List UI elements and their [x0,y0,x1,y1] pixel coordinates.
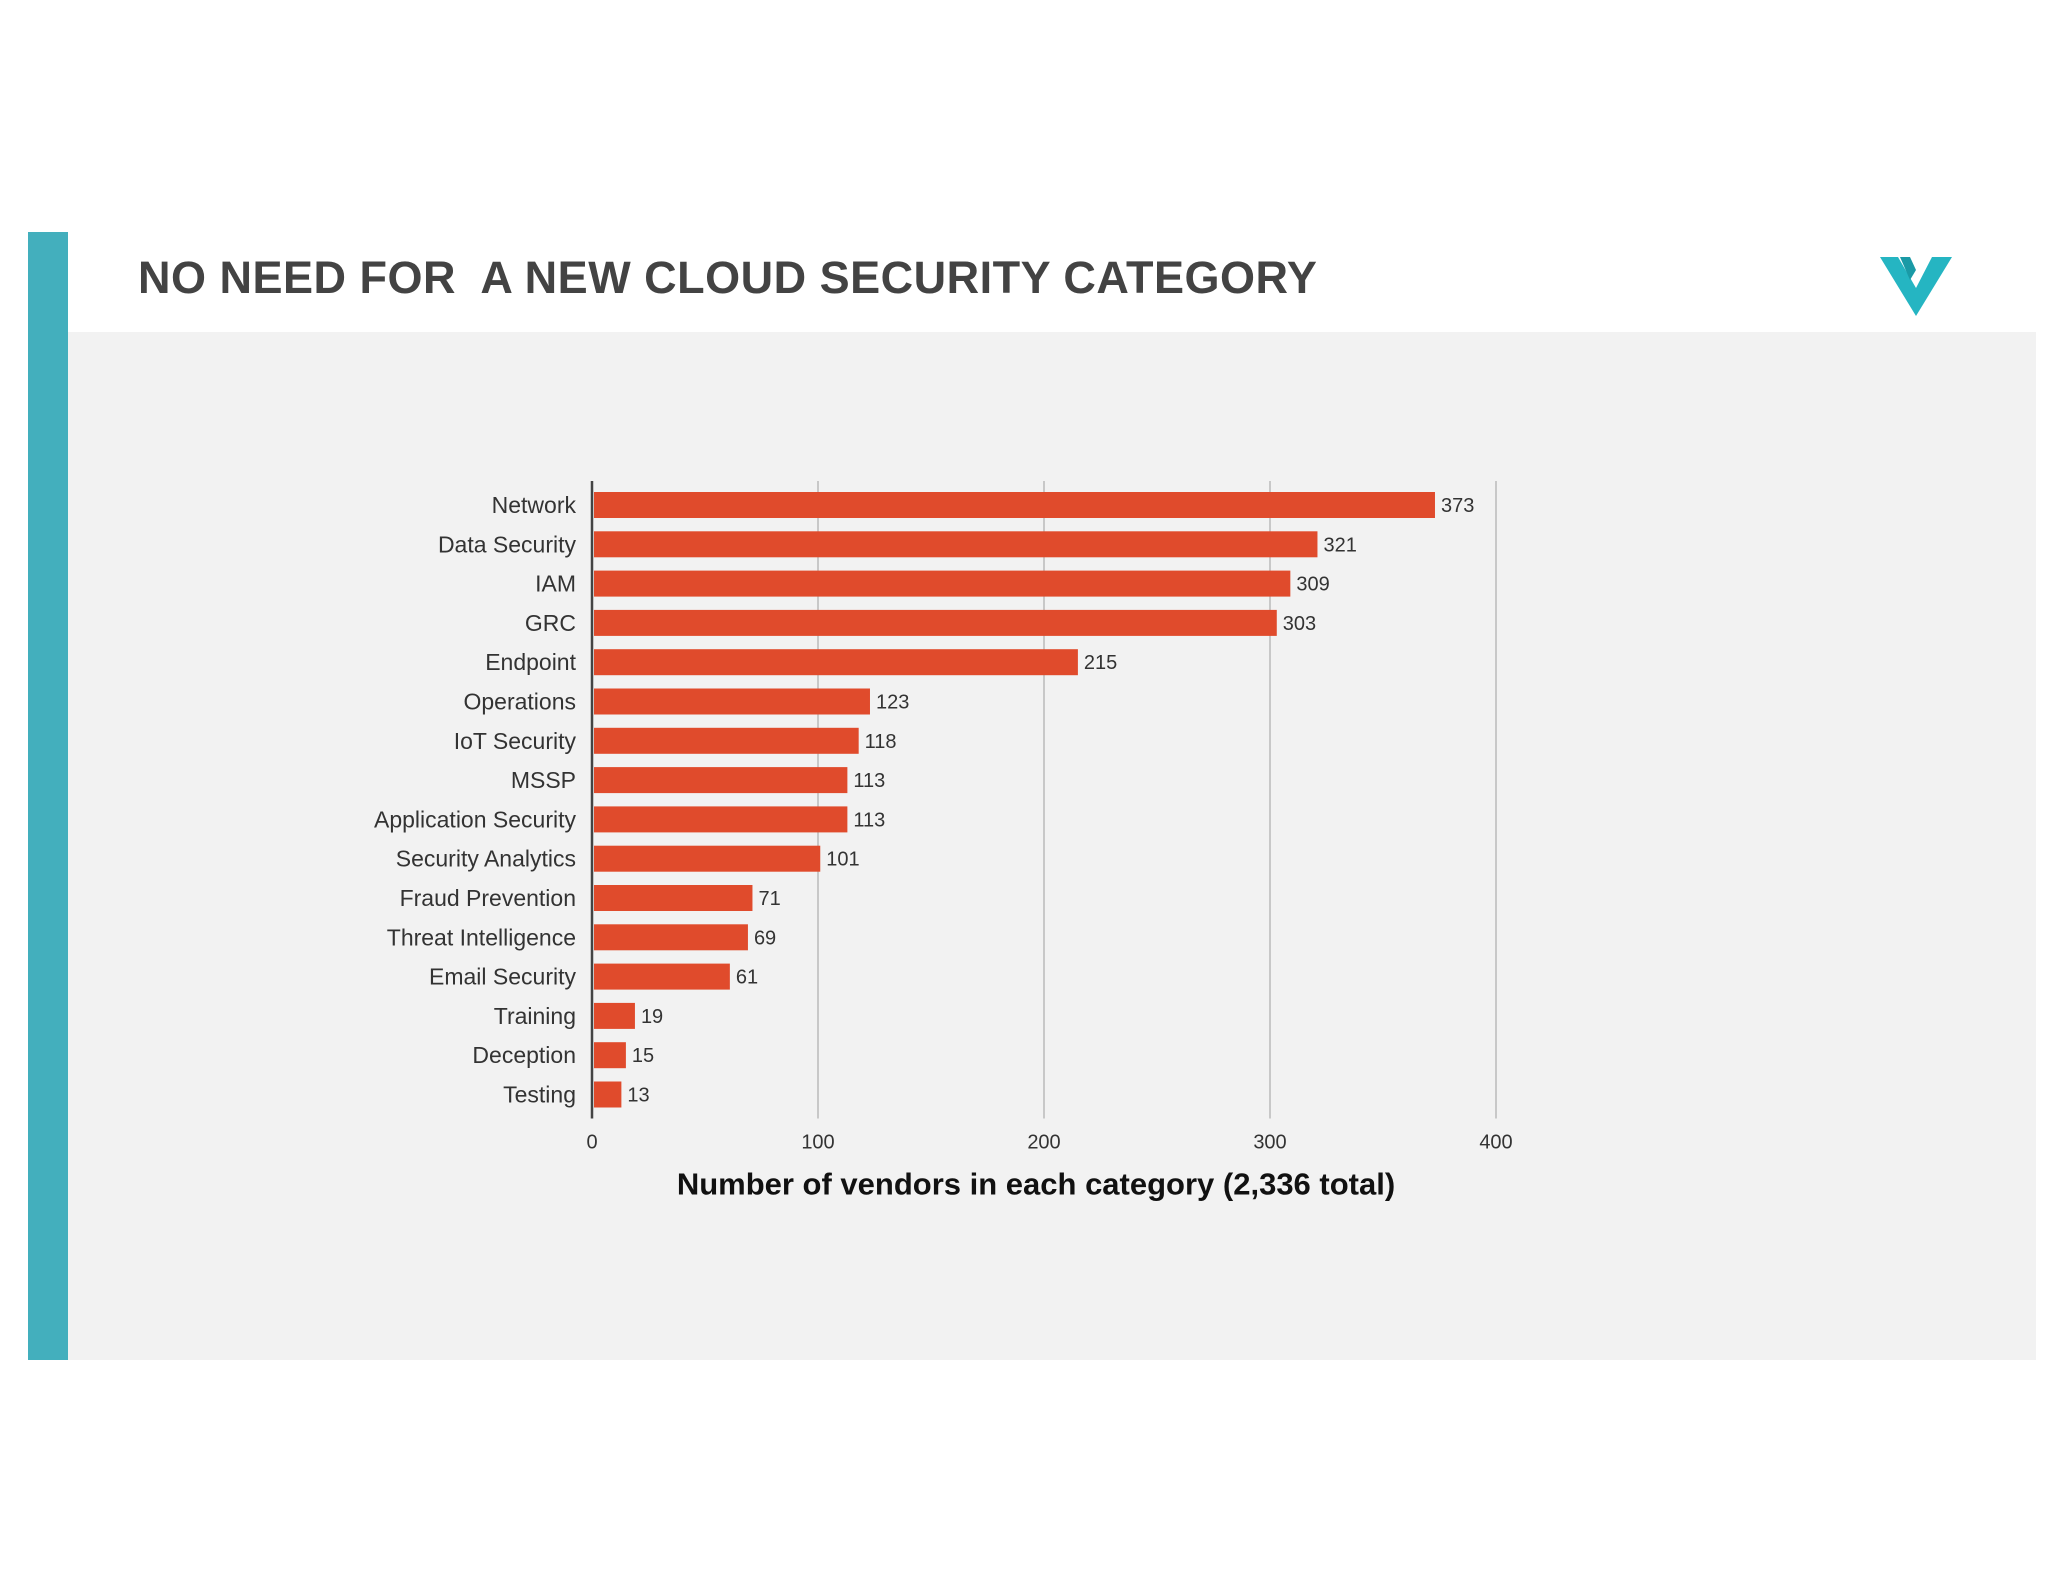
category-label: Training [494,1003,576,1029]
bar [594,806,848,833]
bar [594,1081,622,1108]
bar [594,1002,635,1029]
x-tick-label: 100 [801,1132,834,1154]
v-check-logo-icon [1880,257,1952,316]
bar [594,727,859,754]
category-label: Security Analytics [396,846,576,872]
category-label: Email Security [429,964,576,990]
slide-title: NO NEED FOR A NEW CLOUD SECURITY CATEGOR… [138,252,1318,303]
category-label: Deception [472,1042,576,1068]
bar [594,531,1318,558]
bar [594,845,821,872]
value-label: 113 [853,809,885,831]
bar [594,688,870,715]
value-label: 15 [632,1045,654,1067]
category-label: Operations [463,689,576,715]
value-label: 303 [1283,613,1316,635]
x-tick-label: 400 [1479,1132,1512,1154]
value-label: 19 [641,1006,663,1028]
bar [594,767,848,794]
category-label: GRC [525,610,576,636]
category-label: MSSP [511,767,576,793]
bar [594,649,1078,676]
bar [594,492,1435,518]
x-axis-title: Number of vendors in each category (2,33… [677,1167,1395,1202]
value-label: 13 [627,1085,649,1107]
category-label: Fraud Prevention [400,885,576,911]
bar [594,609,1277,636]
slide-header: NO NEED FOR A NEW CLOUD SECURITY CATEGOR… [68,232,2036,332]
value-label: 101 [826,849,859,871]
tick-layer: 0 100 200 300 400 [586,1132,1512,1154]
value-label: 215 [1084,652,1117,674]
bar [594,963,730,990]
value-label: 373 [1441,495,1474,517]
value-label: 61 [736,967,758,989]
value-label: 123 [876,692,909,714]
bar [594,885,753,911]
value-label: 118 [865,731,897,753]
value-label: 71 [758,888,780,910]
x-tick-label: 300 [1253,1132,1286,1154]
bar [594,570,1291,597]
bar [594,1042,626,1069]
x-tick-label: 0 [586,1132,597,1154]
category-label: Application Security [374,806,576,832]
value-label: 69 [754,927,776,949]
category-label: IoT Security [454,728,577,754]
x-tick-label: 200 [1027,1132,1060,1154]
category-label: IAM [535,571,576,597]
category-label: Testing [503,1082,576,1108]
bar-layer [594,492,1435,1108]
value-label: 321 [1323,534,1356,556]
accent-bar [28,232,68,1360]
chart-area: Network 373 Data Security 321 IAM 309 GRC 303 En… [68,332,2036,1360]
value-label: 113 [853,770,885,792]
category-label: Network [492,492,577,518]
bar [594,924,748,951]
label-layer: Network 373 Data Security 321 IAM 309 GRC 303 En… [374,492,1474,1108]
category-label: Data Security [438,531,577,557]
bar-chart: Network 373 Data Security 321 IAM 309 GRC 303 En… [374,481,1513,1202]
category-label: Threat Intelligence [387,924,576,950]
category-label: Endpoint [485,649,576,675]
value-label: 309 [1296,574,1329,596]
